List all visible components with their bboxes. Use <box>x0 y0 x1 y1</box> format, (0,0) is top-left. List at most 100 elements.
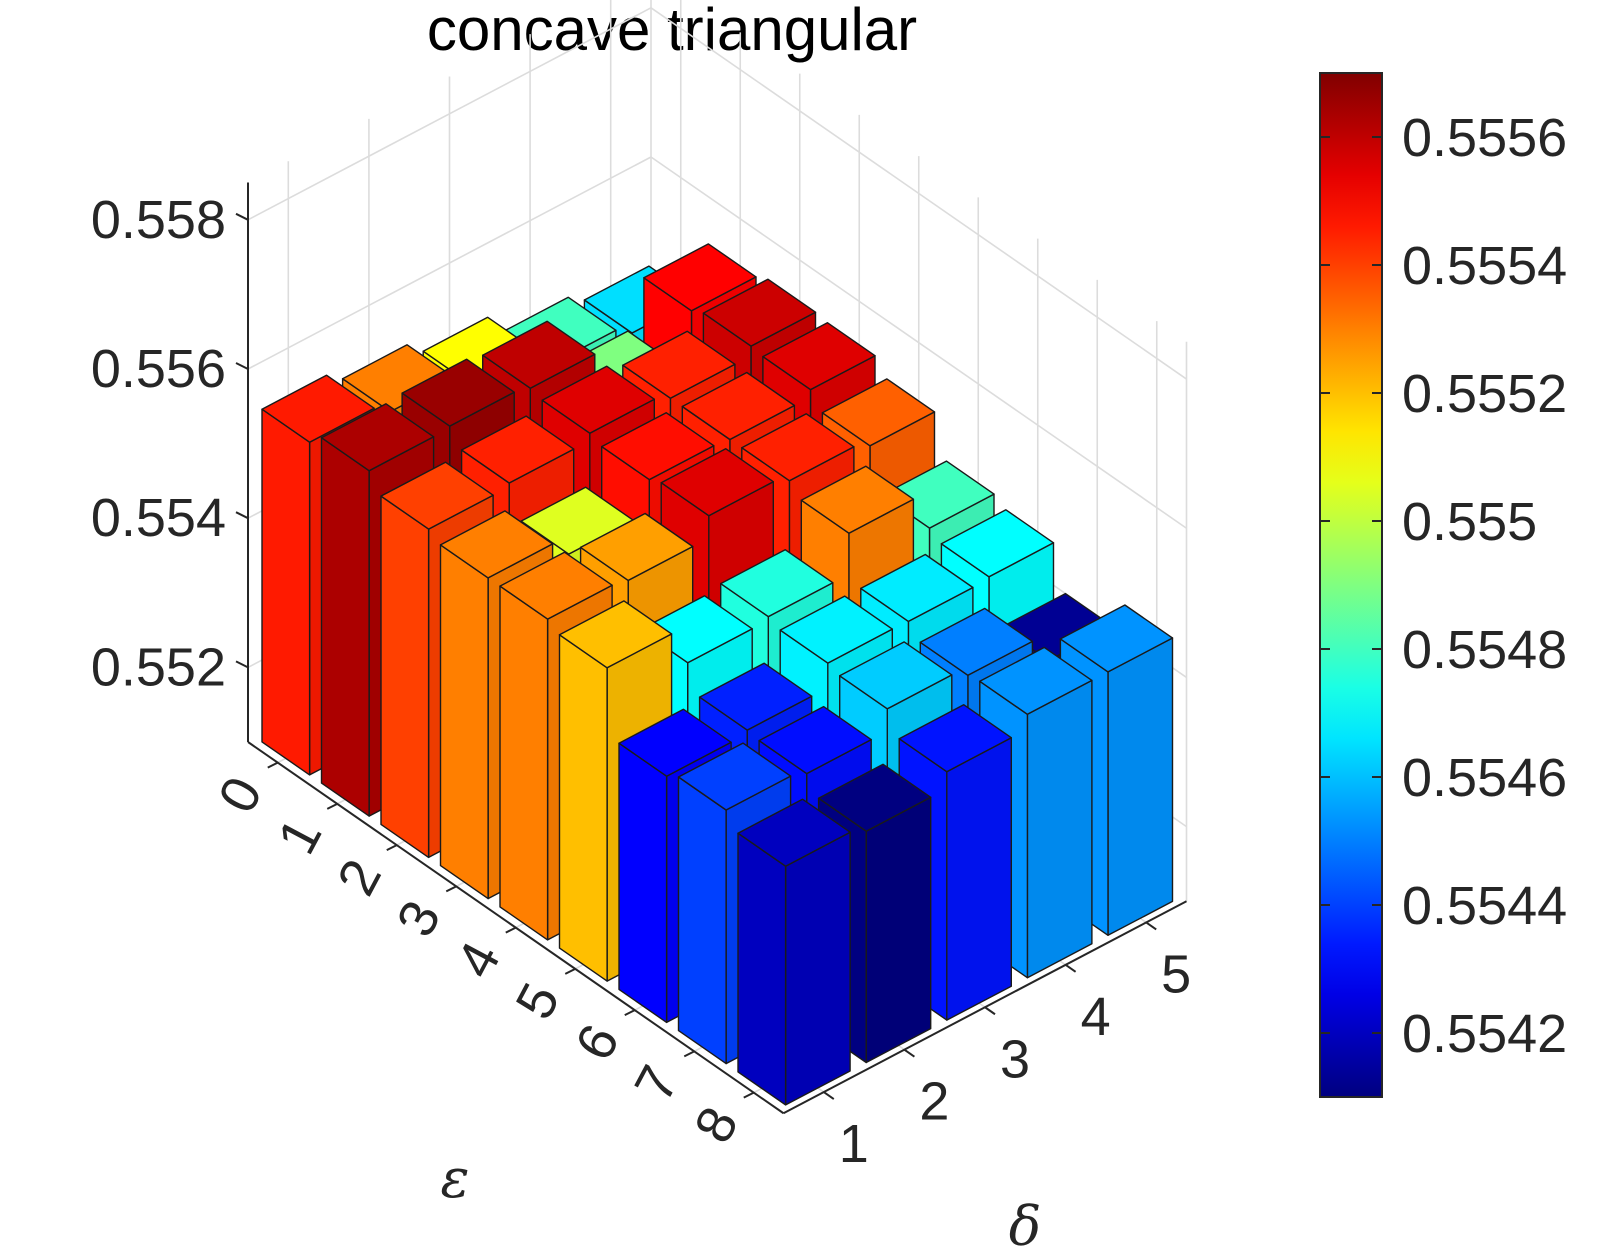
bar-face-top <box>380 461 494 530</box>
bar-face-top <box>460 415 575 484</box>
bar-face-top <box>677 742 792 811</box>
chart-title: concave triangular <box>427 0 917 63</box>
bar-face-front <box>1026 679 1093 979</box>
y-tick-mark <box>903 1048 915 1058</box>
x-tick-label: 6 <box>564 1015 631 1070</box>
bar-face-top <box>979 646 1093 715</box>
bar <box>898 704 1012 1021</box>
x-tick-mark <box>267 761 279 769</box>
z-tick-mark <box>235 212 249 221</box>
bar-face-top <box>737 798 851 867</box>
bar-face-top <box>622 330 736 399</box>
x-tick-label: 2 <box>326 850 393 905</box>
bar-face-side <box>380 495 430 859</box>
bar-face-top <box>762 322 876 391</box>
z-tick-mark <box>235 362 249 370</box>
colorbar-gradient <box>1319 72 1383 1098</box>
bar <box>737 798 851 1106</box>
bar-face-top <box>741 413 855 482</box>
colorbar-tick-label: 0.5546 <box>1402 748 1567 808</box>
x-tick-label: 5 <box>504 974 571 1029</box>
grid-line <box>247 7 652 221</box>
colorbar-tick-label: 0.5544 <box>1402 876 1567 936</box>
z-tick-label: 0.558 <box>91 190 226 250</box>
bar-face-side <box>737 832 787 1106</box>
bar-face-front <box>865 796 932 1064</box>
bar-face-top <box>720 549 834 618</box>
bar-face-top <box>261 374 375 443</box>
bar-face-top <box>320 403 435 472</box>
bar-face-top <box>660 448 774 517</box>
y-axis-label: δ <box>1009 1195 1042 1258</box>
bar-face-side <box>677 776 727 1065</box>
bar-face-top <box>898 704 1012 773</box>
x-tick-label: 8 <box>683 1098 750 1153</box>
bar-face-top <box>839 641 953 710</box>
bar-face-top <box>1059 604 1174 673</box>
x-tick-mark <box>505 926 517 934</box>
bar-face-top <box>558 600 673 669</box>
bar-face-top <box>758 705 872 775</box>
y-tick-label: 5 <box>1161 944 1191 1004</box>
colorbar-tick-label: 0.5542 <box>1402 1004 1567 1064</box>
y-tick-label: 4 <box>1081 987 1111 1047</box>
bar-face-top <box>401 358 515 427</box>
bar-face-top <box>817 763 932 832</box>
y-tick-mark <box>984 1006 996 1016</box>
z-tick-label: 0.554 <box>91 488 226 548</box>
x-tick-mark <box>386 844 398 852</box>
z-tick-mark <box>235 511 249 520</box>
grid-line <box>650 7 1187 380</box>
y-tick-label: 3 <box>1000 1029 1030 1089</box>
bar-face-top <box>779 595 893 664</box>
x-tick-label: 7 <box>623 1056 690 1111</box>
colorbar-tick-label: 0.555 <box>1402 492 1537 552</box>
grid-line <box>650 156 1187 529</box>
x-tick-mark <box>326 802 338 810</box>
bars-layer <box>261 243 1174 1106</box>
x-tick-label: 4 <box>445 933 512 988</box>
bar-face-side <box>261 408 311 776</box>
bar-face-top <box>919 607 1034 676</box>
colorbar: 0.5542 0.5544 0.5546 0.5548 0.555 0.5552 0.555… <box>1319 72 1567 1098</box>
bar-face-top <box>579 512 694 582</box>
x-tick-mark <box>743 1091 755 1099</box>
grid-line <box>247 156 652 370</box>
bar-face-front <box>946 737 1012 1021</box>
y-tick-mark <box>823 1091 835 1100</box>
bar-face-side <box>320 437 370 817</box>
bar-face-side <box>499 585 549 941</box>
colorbar-tick-label: 0.5548 <box>1402 620 1567 680</box>
x-tick-label: 3 <box>385 891 452 946</box>
bar-face-top <box>643 243 757 312</box>
bar-face-top <box>439 510 554 579</box>
x-tick-label: 0 <box>207 768 274 823</box>
x-tick-mark <box>564 967 576 975</box>
colorbar-tick-label: 0.5552 <box>1402 364 1567 424</box>
bar-face-top <box>702 278 817 347</box>
bar-face-top <box>800 465 915 534</box>
colorbar-tick-label: 0.5554 <box>1402 236 1567 296</box>
bar-face-top <box>499 551 613 620</box>
bar-face-front <box>1107 637 1174 936</box>
bar-face-top <box>940 509 1055 578</box>
bar-face-top <box>860 553 974 623</box>
bar-face-top <box>541 365 655 434</box>
bar-face-top <box>601 412 715 481</box>
bar-face-top <box>482 320 596 389</box>
bar-face-top <box>681 371 796 441</box>
y-tick-label: 2 <box>919 1072 949 1132</box>
bar-face-side <box>558 634 608 982</box>
axes-layer <box>235 182 1187 1115</box>
bar-face-side <box>618 742 668 1024</box>
y-tick-mark <box>1145 921 1157 931</box>
bar-face-top <box>698 662 813 731</box>
x-axis-label: ε <box>441 1147 470 1210</box>
colorbar-tick-label: 0.5556 <box>1402 108 1567 168</box>
z-tick-label: 0.552 <box>91 637 226 697</box>
bar-face-top <box>618 708 732 777</box>
y-tick-mark <box>1065 964 1077 973</box>
z-tick-label: 0.556 <box>91 339 226 399</box>
y-tick-label: 1 <box>839 1114 869 1174</box>
x-tick-mark <box>445 885 457 893</box>
